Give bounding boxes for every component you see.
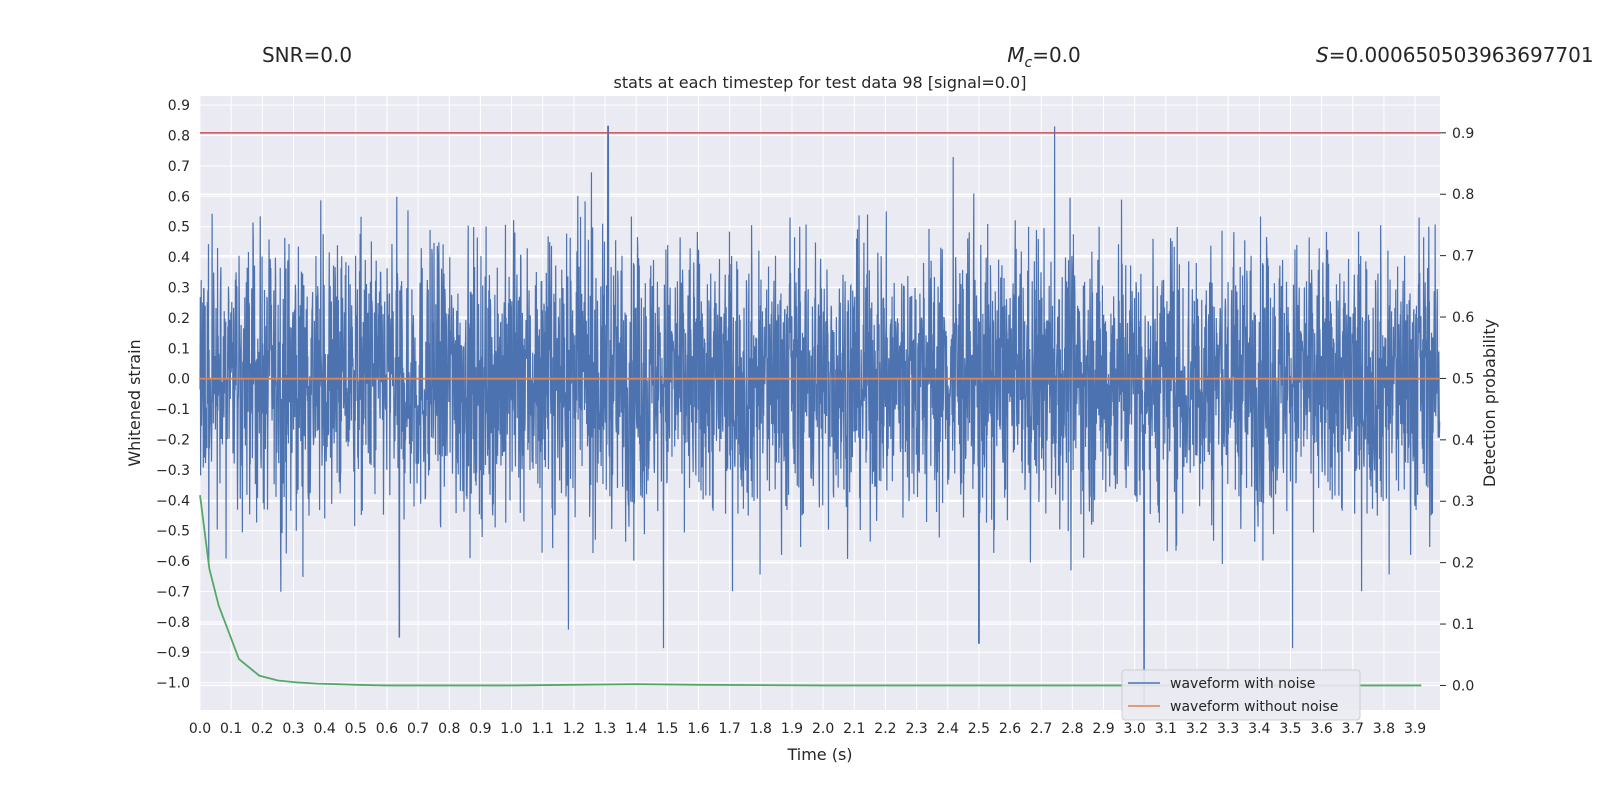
y-axis-label: Whitened strain [125,339,144,466]
x-axis-ticks: 0.0 0.1 0.2 0.3 0.4 0.5 0.6 0.7 0.8 0.9 1.0 1.1 1.2 1… [189,721,1426,737]
y2-axis-ticks: 0.9 0.8 0.7 0.6 0.5 0.4 0.3 0.2 0.1 0.0 [1440,126,1474,694]
x-tick-label: 2.1 [843,721,865,737]
x-tick-label: 1.2 [563,721,585,737]
legend: waveform with noise waveform without noi… [1121,669,1361,721]
x-tick-label: 1.6 [687,721,709,737]
annotation-mc: Mc=0.0 [1007,43,1081,71]
x-tick-label: 0.3 [282,721,304,737]
y-tick-label: 0.5 [168,220,190,236]
y2-tick-label: 0.5 [1452,371,1474,387]
y2-tick-label: 0.6 [1452,310,1474,326]
x-tick-label: 0.4 [313,721,335,737]
y2-tick-label: 0.3 [1452,494,1474,510]
noise-waveform-line [199,125,1441,705]
y-axis-ticks: 0.9 0.8 0.7 0.6 0.5 0.4 0.3 0.2 0.1 0.0 −0.1 −0.2 −0… [156,98,190,692]
y-tick-label: −0.7 [156,584,190,600]
x-tick-label: 2.2 [874,721,896,737]
y2-tick-label: 0.8 [1452,187,1474,203]
y-tick-label: 0.0 [168,372,190,388]
x-tick-label: 1.0 [500,721,522,737]
y-tick-label: −0.8 [156,615,190,631]
y-tick-label: −0.3 [156,463,190,479]
y-tick-label: −0.4 [156,493,190,509]
series-waveform-with-noise [199,125,1441,705]
x-tick-label: 2.4 [937,721,959,737]
annotation-mc-value: =0.0 [1032,43,1081,67]
x-tick-label: 3.8 [1373,721,1395,737]
y-tick-label: −0.6 [156,554,190,570]
y-tick-label: 0.6 [168,189,190,205]
x-tick-label: 1.7 [719,721,741,737]
y-tick-label: 0.1 [168,341,190,357]
y-tick-label: 0.2 [168,311,190,327]
x-tick-label: 3.2 [1186,721,1208,737]
y2-tick-label: 0.9 [1452,126,1474,142]
x-tick-label: 3.1 [1155,721,1177,737]
chart-title: stats at each timestep for test data 98 … [614,73,1027,92]
legend-box [1121,669,1361,721]
x-tick-label: 1.8 [750,721,772,737]
y-tick-label: −0.1 [156,402,190,418]
y-tick-label: 0.9 [168,98,190,114]
y2-tick-label: 0.7 [1452,249,1474,265]
x-tick-label: 0.1 [220,721,242,737]
legend-label-without-noise: waveform without noise [1170,699,1338,715]
y-tick-label: −0.9 [156,645,190,661]
detection-probability-line [199,494,1422,687]
x-tick-label: 2.3 [905,721,927,737]
x-tick-label: 3.4 [1248,721,1270,737]
y2-tick-label: 0.2 [1452,556,1474,572]
x-tick-label: 3.6 [1310,721,1332,737]
annotation-snr: SNR=0.0 [262,43,352,67]
x-tick-label: 3.9 [1404,721,1426,737]
y2-tick-label: 0.1 [1452,617,1474,633]
x-tick-label: 1.4 [625,721,647,737]
x-axis-label: Time (s) [786,745,852,764]
annotation-s-value: =0.000650503963697701 [1329,43,1594,67]
y2-axis-label: Detection probability [1480,319,1499,487]
annotation-mc-symbol: M [1007,43,1024,67]
y-tick-label: −0.2 [156,432,190,448]
x-tick-label: 0.0 [189,721,211,737]
x-tick-label: 0.9 [469,721,491,737]
x-tick-label: 0.8 [438,721,460,737]
x-tick-label: 2.0 [812,721,834,737]
x-tick-label: 3.3 [1217,721,1239,737]
x-tick-label: 2.5 [968,721,990,737]
y-tick-label: −0.5 [156,524,190,540]
y-tick-label: 0.7 [168,159,190,175]
y-tick-label: 0.8 [168,129,190,145]
legend-label-with-noise: waveform with noise [1170,676,1315,692]
x-tick-label: 2.6 [999,721,1021,737]
annotation-s: S=0.000650503963697701 [1316,43,1594,67]
annotation-mc-sub: c [1024,55,1032,71]
x-tick-label: 2.8 [1061,721,1083,737]
x-tick-label: 1.3 [594,721,616,737]
x-tick-label: 1.5 [656,721,678,737]
y-tick-label: −1.0 [156,676,190,692]
x-tick-label: 0.2 [251,721,273,737]
x-tick-label: 1.9 [781,721,803,737]
y2-tick-label: 0.0 [1452,678,1474,694]
x-tick-label: 3.0 [1124,721,1146,737]
y-tick-label: 0.3 [168,280,190,296]
x-tick-label: 1.1 [532,721,554,737]
x-tick-label: 3.5 [1279,721,1301,737]
x-tick-label: 0.7 [407,721,429,737]
x-tick-label: 2.9 [1092,721,1114,737]
series-lines [199,132,1440,687]
x-tick-label: 2.7 [1030,721,1052,737]
y2-tick-label: 0.4 [1452,433,1474,449]
annotation-s-symbol: S [1316,43,1329,67]
x-tick-label: 3.7 [1342,721,1364,737]
y-tick-label: 0.4 [168,250,190,266]
x-tick-label: 0.6 [376,721,398,737]
x-tick-label: 0.5 [345,721,367,737]
